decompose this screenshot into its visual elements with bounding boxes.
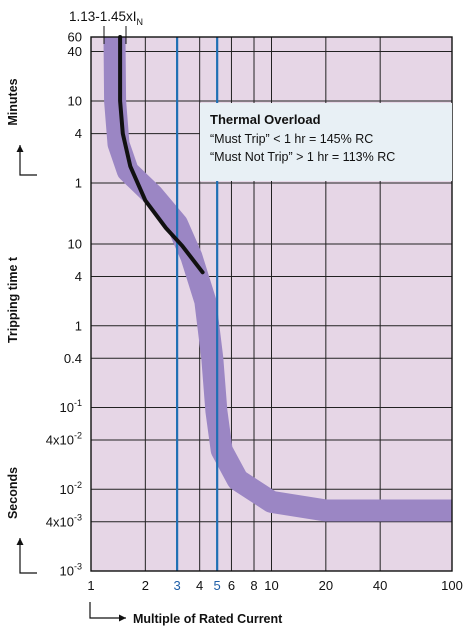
x-tick-label: 40	[373, 578, 387, 593]
y-tick-label: 10-2	[60, 480, 82, 497]
x-tick-label: 4	[196, 578, 203, 593]
y-tick-label: 4	[75, 126, 82, 141]
y-tick-label: 4	[75, 269, 82, 284]
x-tick-label: 2	[142, 578, 149, 593]
y-tick-label: 10-3	[60, 562, 82, 579]
minutes-label: Minutes	[6, 78, 20, 125]
seconds-label: Seconds	[6, 467, 20, 519]
band-path	[103, 37, 452, 522]
minutes-unit-label: Minutes	[6, 78, 37, 176]
series-layer	[118, 35, 205, 275]
top-label-text: 1.13-1.45xI	[69, 9, 137, 24]
note-line-1: “Must Trip” < 1 hr = 145% RC	[210, 132, 373, 146]
plot-frame	[90, 36, 453, 572]
minutes-arrow	[16, 145, 37, 176]
series-line-0	[118, 35, 205, 275]
y-tick-label: 1	[75, 318, 82, 333]
thermal-overload-note: Thermal Overload “Must Trip” < 1 hr = 14…	[200, 103, 452, 181]
note-line-2: “Must Not Trip” > 1 hr = 113% RC	[210, 150, 395, 164]
x-axis-title: Multiple of Rated Current	[89, 602, 283, 626]
x-axis-label: Multiple of Rated Current	[133, 612, 283, 626]
y-tick-label: 0.4	[64, 351, 82, 366]
y-axis-label: Tripping time t	[6, 256, 20, 343]
x-tick-label: 5	[214, 578, 221, 593]
tolerance-band	[103, 37, 452, 522]
x-tick-label: 6	[228, 578, 235, 593]
y-axis-title: Tripping time t	[6, 256, 20, 343]
y-tick-label: 10-1	[60, 398, 82, 415]
y-tick-label: 1	[75, 176, 82, 191]
note-box	[200, 103, 452, 181]
y-tick-label: 10	[68, 237, 82, 252]
y-tick-label: 4x10-2	[46, 431, 82, 448]
x-tick-labels: 1 2 3 4 5 6 8 10 20 40 100	[87, 578, 462, 593]
x-tick-label: 3	[174, 578, 181, 593]
seconds-arrow	[16, 538, 37, 574]
x-tick-label: 100	[441, 578, 463, 593]
x-tick-label: 1	[87, 578, 94, 593]
top-label-subscript: N	[137, 17, 144, 27]
x-tick-label: 10	[264, 578, 278, 593]
y-tick-label: 60	[68, 30, 82, 45]
x-axis-arrow	[89, 602, 126, 622]
y-tick-label: 40	[68, 44, 82, 59]
note-title: Thermal Overload	[210, 112, 321, 127]
top-range-label: 1.13-1.45xIN	[69, 9, 143, 44]
y-tick-label: 4x10-3	[46, 512, 82, 529]
x-tick-label: 8	[250, 578, 257, 593]
seconds-unit-label: Seconds	[6, 467, 37, 574]
y-tick-label: 10	[68, 94, 82, 109]
x-tick-label: 20	[319, 578, 333, 593]
svg-text:1.13-1.45xIN: 1.13-1.45xIN	[69, 9, 143, 27]
